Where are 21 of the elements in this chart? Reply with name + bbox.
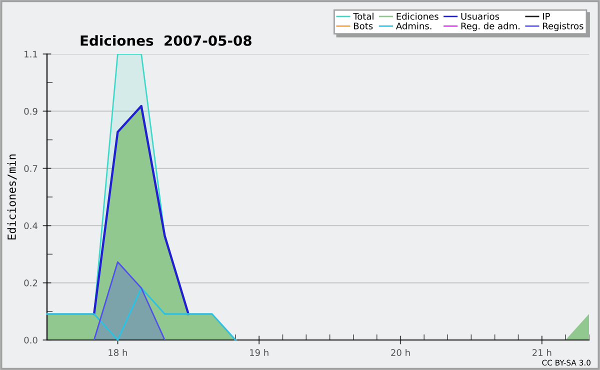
x-tick-label: 21 h	[532, 349, 552, 356]
y-tick-label: 1.1	[24, 50, 38, 58]
x-tick-label: 18 h	[108, 349, 127, 356]
y-tick-label: 0.9	[24, 108, 38, 115]
legend-label: Ediciones	[396, 12, 438, 20]
legend-label: Reg. de adm.	[461, 22, 520, 32]
x-tick-label: 20 h	[391, 349, 410, 356]
legend-label: Registros	[543, 22, 584, 32]
y-axis-title: Ediciones/min	[7, 154, 17, 240]
legend-label: IP	[543, 13, 550, 20]
legend-label: Admins.	[396, 22, 432, 30]
y-tick-label: 0.0	[24, 336, 38, 344]
line-series	[92, 104, 190, 316]
legend-label: Usuarios	[461, 12, 500, 20]
legend-label: Bots	[354, 22, 373, 30]
y-tick-label: 0.2	[24, 280, 38, 286]
legend-label: Total	[353, 12, 374, 20]
x-tick-label: 19 h	[250, 349, 268, 356]
y-tick-label: 0.4	[24, 222, 38, 230]
y-tick-label: 0.7	[24, 165, 38, 172]
chart-title: Ediciones 2007-05-08	[80, 35, 252, 46]
